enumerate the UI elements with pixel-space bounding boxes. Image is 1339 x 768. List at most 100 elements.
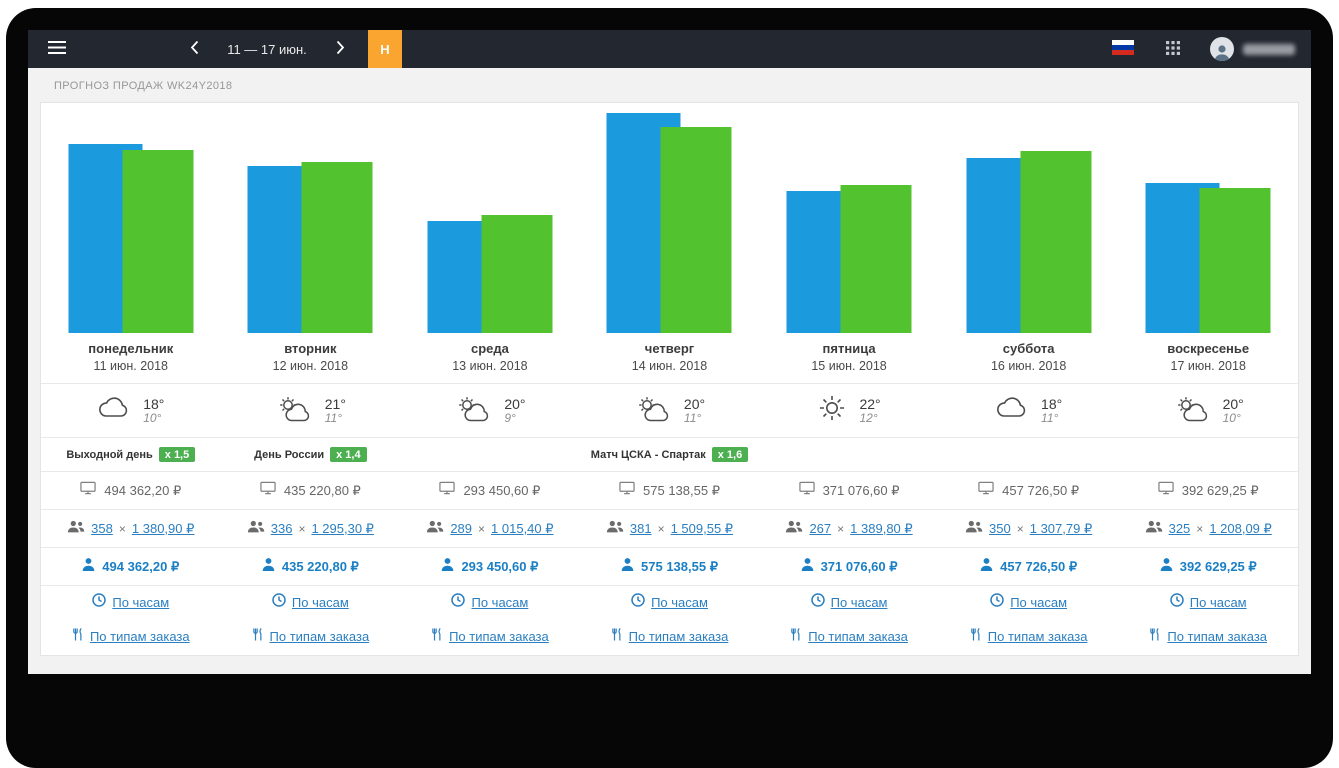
by-order-type-link[interactable]: По типам заказа [987, 628, 1088, 644]
day-name: четверг [644, 341, 695, 356]
user-menu[interactable] [1210, 37, 1295, 61]
avg-check-link[interactable]: 1 307,79 ₽ [1029, 520, 1093, 536]
by-hours-link[interactable]: По часам [291, 595, 349, 610]
temp-low: 12° [859, 410, 878, 425]
orders-count-link[interactable]: 289 [450, 521, 473, 536]
chart-cell [400, 103, 580, 333]
event-cell: Матч ЦСКА - Спартак x 1,6 [579, 437, 760, 471]
person-icon [441, 557, 454, 576]
date-range-label: 11 — 17 июн. [227, 41, 307, 57]
per-guest-value: 494 362,20 ₽ [102, 558, 180, 574]
temp-high: 20° [1222, 395, 1244, 412]
by-hours-link[interactable]: По часам [1189, 595, 1247, 610]
orders-count-link[interactable]: 325 [1168, 521, 1191, 536]
temp-low: 11° [683, 410, 702, 425]
event: Выходной день x 1,5 [66, 447, 196, 462]
orders-count-link[interactable]: 381 [629, 521, 652, 536]
avg-check-link[interactable]: 1 295,30 ₽ [311, 520, 374, 536]
per-guest-value: 457 726,50 ₽ [1000, 558, 1078, 574]
forecast-revenue-cell: 371 076,60 ₽ [759, 471, 939, 509]
menu-button[interactable] [36, 30, 78, 68]
by-hours-cell: По часам [220, 585, 401, 619]
person-icon [980, 557, 993, 576]
sun-cloud-icon [634, 395, 672, 427]
clock-icon [451, 593, 466, 612]
forecast-revenue-cell: 392 629,25 ₽ [1118, 471, 1298, 509]
by-order-type-link[interactable]: По типам заказа [808, 628, 908, 644]
event-cell [1118, 437, 1298, 471]
event-cell: День России x 1,4 [220, 437, 401, 471]
monitor-icon [260, 481, 276, 500]
day-name: воскресенье [1167, 341, 1250, 356]
forecast-revenue-cell: 457 726,50 ₽ [938, 471, 1119, 509]
apps-grid-icon [1166, 40, 1180, 58]
day-name: понедельник [88, 341, 174, 356]
guests-icon [785, 520, 803, 538]
day-date: 17 июн. 2018 [1170, 359, 1246, 373]
per-guest-value: 392 629,25 ₽ [1179, 558, 1257, 574]
per-guest-cell: 371 076,60 ₽ [759, 547, 939, 585]
language-flag-button[interactable] [1110, 30, 1136, 68]
by-hours-link[interactable]: По часам [112, 595, 170, 610]
weather-cell: 18° 10° [41, 383, 221, 437]
day-date: 13 июн. 2018 [452, 359, 528, 373]
next-week-button[interactable] [322, 30, 358, 68]
orders-count-link[interactable]: 350 [989, 521, 1011, 536]
temp-high: 22° [859, 395, 881, 412]
weather-cell: 22° 12° [759, 383, 939, 437]
avg-check-link[interactable]: 1 509,55 ₽ [670, 520, 734, 536]
by-hours-link[interactable]: По часам [471, 595, 529, 610]
temp-low: 10° [1222, 410, 1241, 425]
avg-check-link[interactable]: 1 208,09 ₽ [1209, 520, 1272, 536]
by-order-type-link[interactable]: По типам заказа [89, 628, 190, 644]
content: ПРОГНОЗ ПРОДАЖ WK24Y2018 понедельник 11 … [28, 68, 1311, 674]
temperatures: 22° 12° [859, 396, 880, 426]
per-guest-cell: 575 138,55 ₽ [579, 547, 760, 585]
today-button[interactable]: Н [368, 30, 402, 68]
person-icon [1160, 557, 1173, 576]
avg-check-link[interactable]: 1 389,80 ₽ [850, 520, 913, 536]
header-right [1110, 30, 1311, 68]
day-label: пятница 15 июн. 2018 [759, 333, 939, 383]
orders-cell: 350 × 1 307,79 ₽ [938, 509, 1119, 547]
apps-grid-button[interactable] [1164, 30, 1182, 68]
avg-check-link[interactable]: 1 380,90 ₽ [131, 520, 195, 536]
per-guest-value: 575 138,55 ₽ [641, 558, 718, 574]
by-hours-cell: По часам [1118, 585, 1298, 619]
day-label: понедельник 11 июн. 2018 [41, 333, 221, 383]
orders-cell: 358 × 1 380,90 ₽ [41, 509, 221, 547]
bar-green [840, 184, 912, 333]
by-order-type-link[interactable]: По типам заказа [269, 628, 370, 644]
day-label: среда 13 июн. 2018 [400, 333, 580, 383]
by-order-type-cell: По типам заказа [221, 619, 401, 655]
by-hours-link[interactable]: По часам [1010, 595, 1068, 610]
chart-cell [939, 103, 1119, 333]
forecast-revenue-value: 435 220,80 ₽ [283, 482, 361, 498]
orders-count-link[interactable]: 358 [91, 521, 113, 536]
multiply-sign: × [1196, 521, 1204, 536]
prev-week-button[interactable] [176, 30, 212, 68]
weather-cell: 18° 11° [938, 383, 1119, 437]
by-order-type-link[interactable]: По типам заказа [1167, 628, 1268, 644]
utensils-icon [431, 627, 443, 646]
avg-check-link[interactable]: 1 015,40 ₽ [491, 520, 554, 536]
by-order-type-link[interactable]: По типам заказа [628, 628, 729, 644]
monitor-icon [978, 481, 994, 500]
orders-count-link[interactable]: 267 [809, 521, 832, 536]
bar-group [1145, 103, 1271, 333]
per-guest-cell: 494 362,20 ₽ [41, 547, 221, 585]
by-order-type-link[interactable]: По типам заказа [449, 628, 549, 644]
forecast-revenue-cell: 494 362,20 ₽ [41, 471, 221, 509]
temp-low: 11° [1041, 410, 1059, 425]
chart-cell [1118, 103, 1298, 333]
avatar [1210, 37, 1234, 61]
orders-count-link[interactable]: 336 [270, 521, 293, 536]
device-bezel: 11 — 17 июн. Н [6, 8, 1333, 768]
by-hours-link[interactable]: По часам [830, 595, 888, 610]
orders-cell: 381 × 1 509,55 ₽ [579, 509, 760, 547]
per-guest-value: 371 076,60 ₽ [820, 558, 898, 574]
by-hours-link[interactable]: По часам [651, 595, 708, 610]
bar-green [481, 215, 553, 333]
forecast-revenue-value: 371 076,60 ₽ [822, 482, 900, 498]
day-date: 16 июн. 2018 [990, 359, 1067, 373]
